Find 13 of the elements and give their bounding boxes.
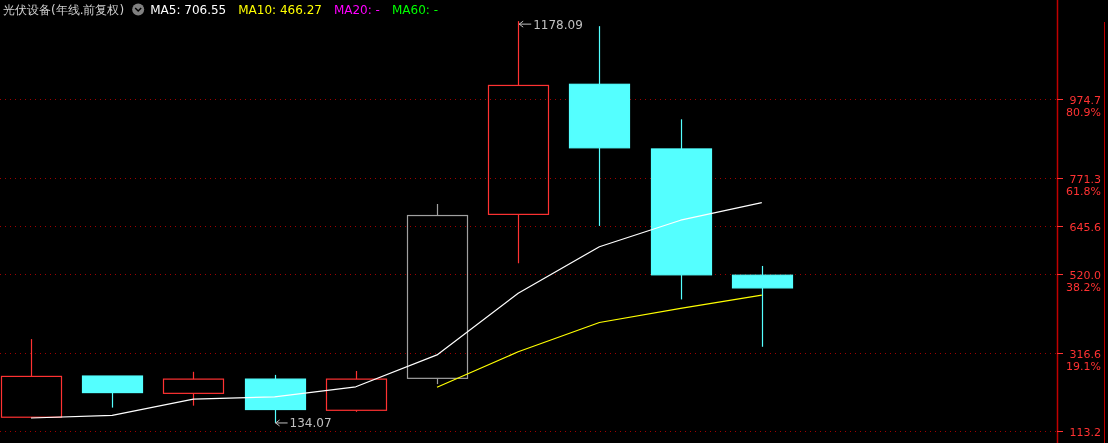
annotation: 134.07 [289,416,332,431]
legend-label: MA60: - [391,3,438,17]
y-tick-label: 520.0 38.2% [1066,268,1101,294]
y-tick-label: 316.6 19.1% [1066,347,1101,373]
legend-label: MA20: - [333,3,380,17]
y-tick-label: 645.6 [1069,220,1101,234]
y-tick-label: 974.7 80.9% [1066,93,1101,119]
y-tick-label: 113.2 [1069,425,1101,439]
chart-title: 光伏设备(年线.前复权) [3,3,125,17]
text: MA5: 706.55 [150,3,227,17]
text: MA10: 466.27 [238,3,322,17]
y-tick-label: 771.3 61.8% [1066,172,1101,198]
annotation: 1178.09 [533,17,583,32]
